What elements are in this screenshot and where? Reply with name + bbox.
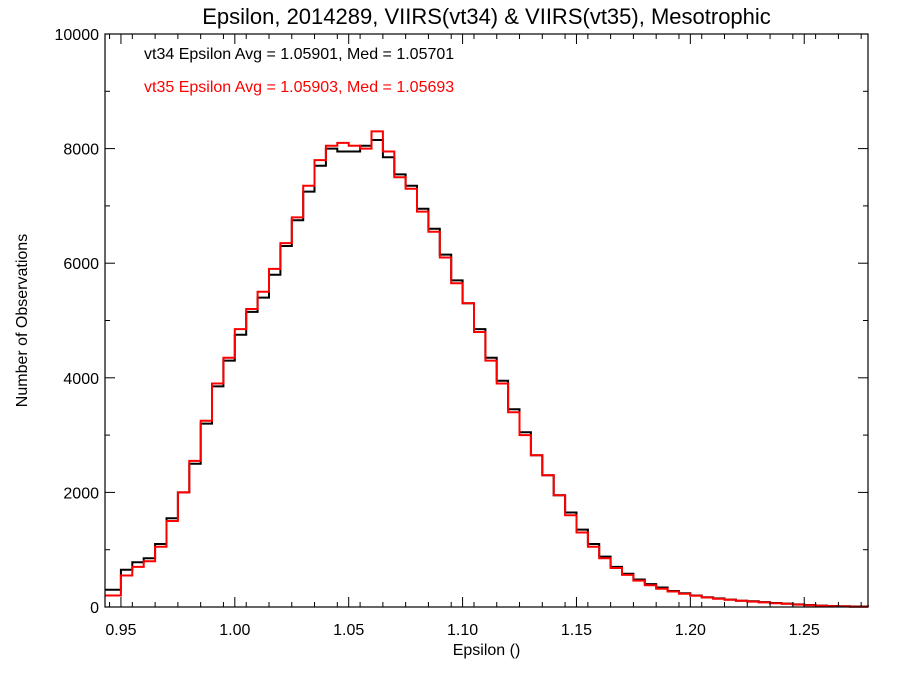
y-tick-label: 2000 bbox=[63, 485, 99, 502]
y-tick-label: 6000 bbox=[63, 256, 99, 273]
x-tick-label: 1.00 bbox=[219, 622, 250, 639]
series-vt34-line bbox=[105, 139, 869, 608]
x-tick-label: 1.25 bbox=[789, 622, 820, 639]
x-tick-label: 1.10 bbox=[447, 622, 478, 639]
ticks-layer: 0.95 1.00 1.05 1.10 1.15 1.20 1.25 0 2000 4000 600… bbox=[55, 27, 868, 639]
plot-frame bbox=[104, 33, 869, 608]
y-tick-label: 8000 bbox=[63, 142, 99, 159]
annotation-vt35: vt35 Epsilon Avg = 1.05903, Med = 1.0569… bbox=[144, 79, 454, 96]
series-vt35-line bbox=[105, 130, 869, 608]
x-tick-label: 1.05 bbox=[333, 622, 364, 639]
y-tick-label: 4000 bbox=[63, 371, 99, 388]
x-tick-label: 0.95 bbox=[105, 622, 136, 639]
y-tick-label: 0 bbox=[90, 600, 99, 617]
y-axis-label: Number of Observations bbox=[14, 234, 31, 407]
annotation-vt34: vt34 Epsilon Avg = 1.05901, Med = 1.0570… bbox=[144, 46, 454, 63]
x-tick-label: 1.15 bbox=[561, 622, 592, 639]
x-tick-label: 1.20 bbox=[675, 622, 706, 639]
chart-title: Epsilon, 2014289, VIIRS(vt34) & VIIRS(vt… bbox=[202, 4, 771, 29]
y-tick-label: 10000 bbox=[55, 27, 100, 44]
x-axis-label: Epsilon () bbox=[453, 642, 521, 659]
series-layer bbox=[105, 130, 869, 608]
